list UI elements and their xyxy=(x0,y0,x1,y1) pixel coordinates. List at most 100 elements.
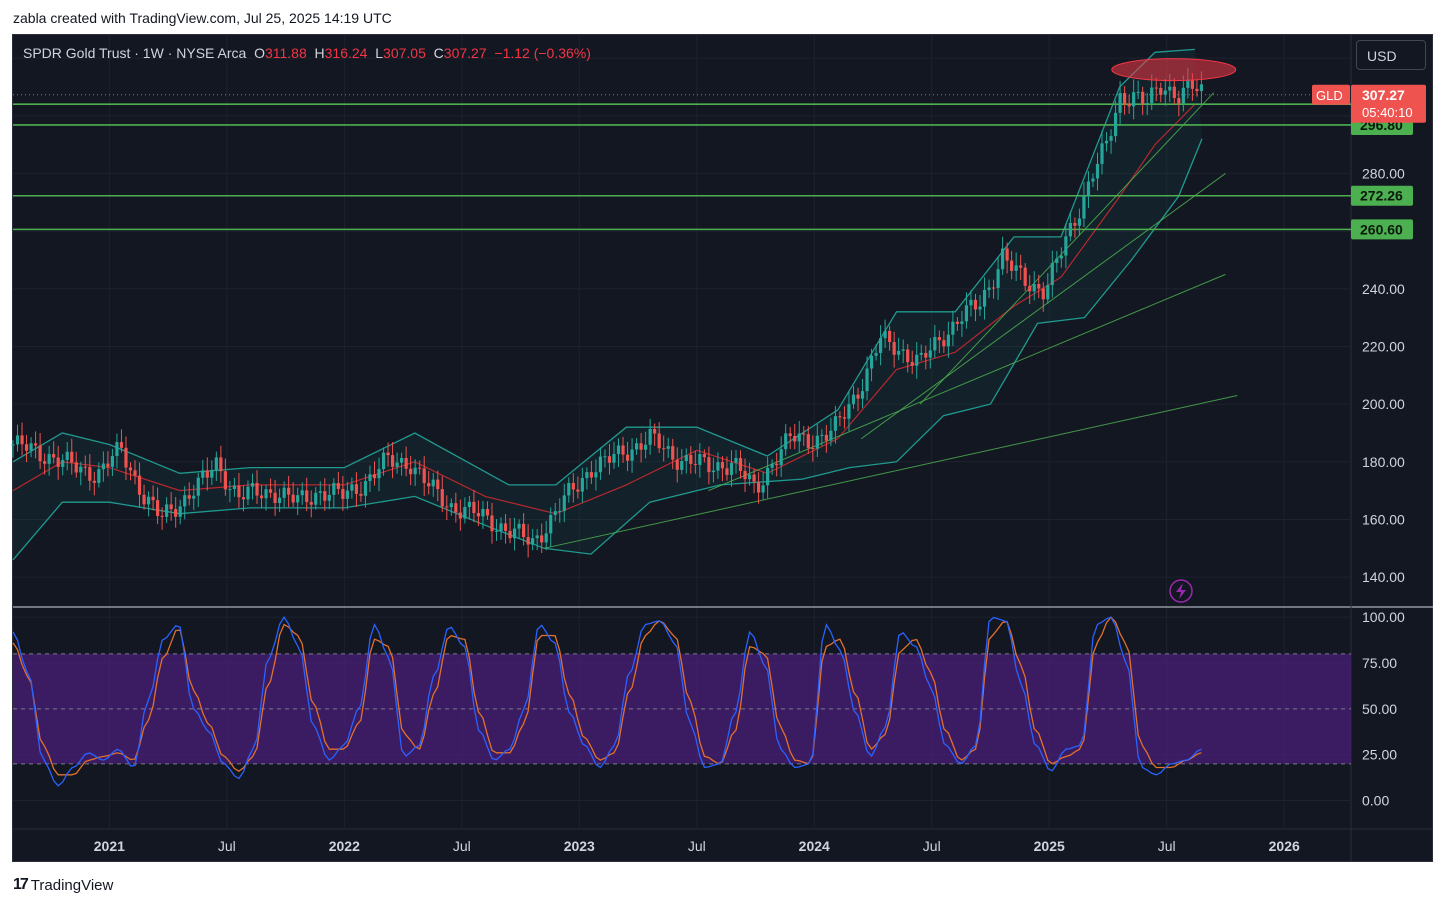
candle-body xyxy=(1032,284,1036,292)
high-value: 316.24 xyxy=(324,45,368,61)
candle-body xyxy=(196,477,200,496)
candle-body xyxy=(106,463,110,467)
candle-body xyxy=(11,444,15,446)
symbol-title: SPDR Gold Trust · 1W · NYSE Arca xyxy=(23,45,247,61)
candle-body xyxy=(734,458,738,463)
candle-body xyxy=(951,321,955,335)
candle-body xyxy=(1159,87,1163,95)
candle-body xyxy=(1190,79,1194,89)
candle-body xyxy=(648,429,652,445)
candle-body xyxy=(1068,222,1072,237)
candle-body xyxy=(368,474,372,481)
ticker-badge xyxy=(1312,84,1350,105)
candle-body xyxy=(255,483,259,496)
candle-body xyxy=(183,495,187,507)
candle-body xyxy=(418,467,422,469)
change-value: −1.12 (−0.36%) xyxy=(494,45,591,61)
candle-body xyxy=(165,504,169,517)
price-tick-label: 280.00 xyxy=(1362,165,1405,181)
trendline xyxy=(708,273,1226,492)
candle-body xyxy=(756,481,761,493)
candle-body xyxy=(24,444,29,451)
support-level-label: 260.60 xyxy=(1360,221,1403,237)
candle-body xyxy=(580,478,584,492)
candle-body xyxy=(869,355,874,369)
candle-body xyxy=(874,352,878,356)
candle-body xyxy=(124,447,128,468)
candle-body xyxy=(1064,236,1068,256)
candle-body xyxy=(115,442,119,457)
candle-body xyxy=(720,462,725,469)
time-tick-label: 2026 xyxy=(1269,838,1300,854)
candle-body xyxy=(793,435,797,442)
candle-body xyxy=(43,461,47,464)
candle-body xyxy=(526,537,530,545)
price-tick-label: 200.00 xyxy=(1362,396,1405,412)
ticker-badge-label: GLD xyxy=(1316,88,1343,103)
oscillator-tick-label: 100.00 xyxy=(1362,609,1405,625)
candle-body xyxy=(1177,98,1181,104)
candle-body xyxy=(612,454,616,463)
candle-body xyxy=(585,472,589,479)
currency-button[interactable]: USD xyxy=(1356,40,1426,70)
candle-body xyxy=(223,471,227,490)
tradingview-logo[interactable]: 17 TradingView xyxy=(13,876,113,894)
candle-body xyxy=(1086,181,1091,196)
candle-body xyxy=(571,482,575,490)
time-tick-label: 2022 xyxy=(329,838,360,854)
candle-body xyxy=(1104,140,1109,144)
candle-body xyxy=(508,530,512,539)
candle-body xyxy=(1046,285,1050,300)
candle-body xyxy=(205,470,209,478)
candle-body xyxy=(955,321,960,324)
candle-body xyxy=(467,501,471,508)
candle-body xyxy=(589,472,593,478)
candle-body xyxy=(372,474,377,479)
candle-body xyxy=(463,507,467,519)
candle-body xyxy=(644,444,648,450)
candle-body xyxy=(806,434,810,448)
time-tick-label: Jul xyxy=(923,838,941,854)
candle-body xyxy=(562,495,566,511)
candle-body xyxy=(381,452,386,469)
candle-body xyxy=(119,442,124,448)
candle-body xyxy=(725,468,729,475)
candle-body xyxy=(29,443,33,451)
candle-body xyxy=(531,538,535,545)
candle-body xyxy=(838,416,842,418)
candle-body xyxy=(1172,86,1176,99)
time-tick-label: Jul xyxy=(1158,838,1176,854)
candle-body xyxy=(1100,143,1104,164)
candle-body xyxy=(1145,103,1149,105)
candle-body xyxy=(888,330,892,342)
candle-body xyxy=(752,474,756,482)
candle-body xyxy=(738,458,743,471)
candle-body xyxy=(883,330,887,339)
candle-body xyxy=(61,459,65,467)
candle-body xyxy=(436,479,440,490)
candle-body xyxy=(485,509,490,516)
candle-body xyxy=(20,435,24,445)
candle-body xyxy=(851,394,856,405)
candle-body xyxy=(250,483,255,487)
candle-body xyxy=(38,445,42,462)
candle-body xyxy=(1150,87,1154,104)
candle-body xyxy=(377,468,381,479)
candle-body xyxy=(187,495,191,499)
stochastic-k-line xyxy=(12,615,1202,787)
candle-body xyxy=(431,479,435,487)
candle-body xyxy=(702,454,706,458)
oscillator-tick-label: 50.00 xyxy=(1362,701,1397,717)
bollinger-upper xyxy=(12,48,1195,486)
candle-body xyxy=(698,454,702,465)
candle-body xyxy=(350,484,354,491)
candle-body xyxy=(1132,92,1136,107)
candle-body xyxy=(684,455,688,462)
price-tick-label: 160.00 xyxy=(1362,511,1405,527)
candle-body xyxy=(458,512,462,519)
candle-body xyxy=(1118,93,1122,113)
price-tick-label: 240.00 xyxy=(1362,281,1405,297)
candle-body xyxy=(847,404,851,419)
candle-body xyxy=(1055,258,1059,264)
